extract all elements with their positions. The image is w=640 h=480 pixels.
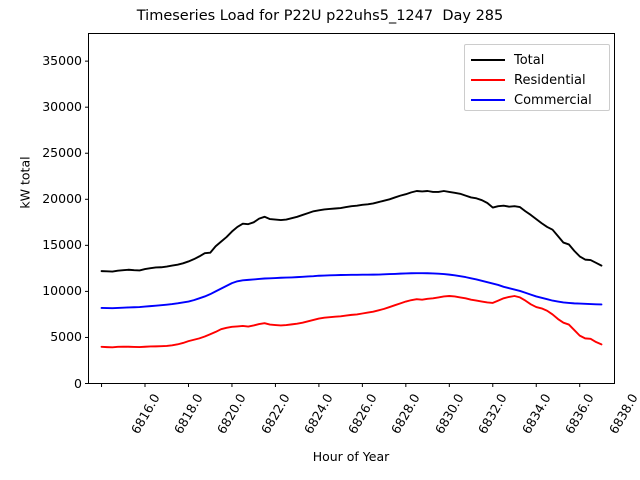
- legend-entry-commercial: Commercial: [471, 90, 592, 110]
- legend-color-swatch: [471, 99, 505, 101]
- y-axis-label: kW total: [17, 156, 33, 209]
- legend-entry-residential: Residential: [471, 70, 586, 90]
- x-tick-label: 6818.0: [170, 390, 206, 436]
- y-tick-label: 30000: [42, 99, 82, 115]
- x-tick-label: 6822.0: [257, 390, 293, 436]
- y-tick-label: 25000: [42, 145, 82, 161]
- legend-entry-total: Total: [471, 50, 544, 70]
- legend-label: Total: [514, 52, 545, 68]
- x-tick-label: 6820.0: [214, 390, 250, 436]
- y-tick-label: 0: [74, 375, 82, 391]
- y-tick-label: 20000: [42, 191, 82, 207]
- x-tick-label: 6824.0: [301, 390, 337, 436]
- legend-color-swatch: [471, 59, 505, 61]
- series-lines: [100, 190, 603, 349]
- chart-title: Timeseries Load for P22U p22uhs5_1247 Da…: [136, 8, 504, 24]
- series-line-residential: [100, 295, 603, 349]
- legend-label: Residential: [514, 72, 586, 88]
- legend-color-swatch: [471, 79, 505, 81]
- series-line-total: [100, 190, 603, 273]
- y-tick-labels: 0 5000 10000 15000 20000 25000 30000 35000: [0, 0, 82, 480]
- x-tick-label: 6834.0: [518, 390, 554, 436]
- legend-label: Commercial: [514, 92, 592, 108]
- series-line-commercial: [100, 272, 603, 310]
- x-tick-label: 6826.0: [344, 390, 380, 436]
- y-tick-label: 10000: [42, 283, 82, 299]
- x-tick-label: 6828.0: [388, 390, 424, 436]
- x-tick-label: 6838.0: [605, 390, 640, 436]
- y-tick-label: 15000: [42, 237, 82, 253]
- x-tick-label: 6816.0: [127, 390, 163, 436]
- x-axis-label: Hour of Year: [312, 449, 390, 464]
- tick-marks: [85, 60, 581, 387]
- x-tick-label: 6836.0: [562, 390, 597, 436]
- chart-legend: Total Residential Commercial: [464, 44, 610, 111]
- y-tick-label: 5000: [50, 329, 82, 345]
- y-tick-label: 35000: [42, 53, 82, 69]
- x-tick-label: 6830.0: [431, 390, 467, 436]
- x-tick-label: 6832.0: [475, 390, 511, 436]
